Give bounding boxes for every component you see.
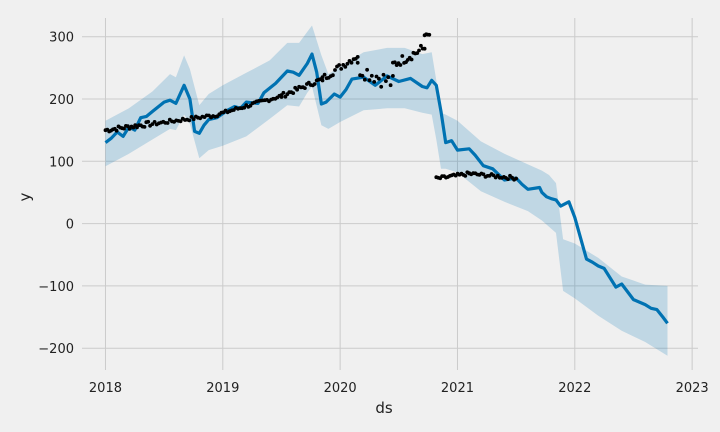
observed-point — [374, 74, 379, 79]
observed-point — [331, 73, 335, 78]
observed-point — [400, 54, 405, 58]
observed-point — [165, 121, 170, 125]
y-tick-label: 100 — [49, 155, 74, 170]
observed-point — [355, 55, 360, 59]
observed-point — [362, 77, 367, 82]
observed-point — [349, 60, 354, 65]
grid — [82, 18, 698, 370]
observed-point — [333, 68, 337, 72]
observed-point — [178, 119, 183, 124]
forecast-line-path — [104, 52, 669, 325]
observed-point — [377, 76, 381, 81]
observed-point — [303, 86, 307, 90]
y-tick-label: 300 — [49, 31, 74, 46]
observed-point — [355, 60, 360, 65]
observed-point — [463, 174, 468, 178]
observed-point — [398, 63, 403, 67]
observed-point — [367, 78, 372, 83]
observed-point — [242, 105, 247, 110]
x-tick-label: 2023 — [676, 381, 709, 396]
observed-point — [372, 80, 377, 84]
y-tick-label: −200 — [38, 342, 74, 357]
forecast-line — [104, 52, 669, 325]
tick-labels: 2018 2019 2020 2021 2022 2023 −200 −100 0 100 200 3… — [38, 31, 708, 396]
observed-point — [481, 172, 486, 177]
observed-point — [295, 87, 299, 92]
observed-point — [146, 119, 151, 124]
observed-point — [391, 74, 395, 78]
observed-point — [427, 32, 432, 37]
observed-point — [337, 63, 341, 67]
y-tick-label: 0 — [66, 218, 74, 233]
observed-point — [122, 126, 126, 131]
observed-point — [320, 75, 325, 80]
observed-point — [291, 91, 296, 95]
observed-point — [142, 125, 147, 129]
x-tick-label: 2022 — [558, 381, 591, 396]
observed-point — [365, 67, 369, 72]
observed-point — [281, 90, 286, 95]
observed-point — [191, 117, 196, 122]
observed-point — [125, 124, 130, 129]
observed-point — [422, 46, 427, 51]
observed-point — [322, 72, 327, 77]
observed-point — [360, 73, 365, 78]
observed-point — [381, 72, 386, 77]
x-tick-label: 2018 — [89, 381, 122, 396]
observed-points — [103, 32, 518, 182]
observed-point — [343, 65, 348, 69]
observed-point — [152, 120, 157, 124]
observed-point — [419, 43, 423, 48]
observed-point — [369, 73, 374, 78]
x-tick-label: 2020 — [324, 381, 357, 396]
x-tick-label: 2021 — [441, 381, 474, 396]
observed-point — [506, 177, 510, 182]
observed-point — [409, 57, 414, 62]
observed-point — [392, 60, 397, 65]
observed-point — [320, 78, 325, 83]
y-axis-label: y — [16, 192, 34, 201]
observed-point — [379, 84, 384, 89]
y-tick-label: 200 — [49, 93, 74, 108]
observed-point — [386, 75, 391, 80]
observed-point — [114, 128, 119, 133]
observed-point — [339, 67, 344, 71]
observed-point — [248, 103, 253, 108]
observed-point — [279, 95, 284, 99]
observed-point — [187, 118, 192, 123]
observed-point — [384, 79, 388, 83]
x-tick-label: 2019 — [206, 381, 239, 396]
observed-point — [345, 61, 350, 66]
observed-point — [514, 176, 518, 181]
y-tick-label: −100 — [38, 280, 74, 295]
x-axis-label: ds — [375, 399, 393, 417]
observed-point — [417, 48, 421, 53]
observed-point — [388, 83, 393, 88]
observed-point — [312, 82, 317, 86]
